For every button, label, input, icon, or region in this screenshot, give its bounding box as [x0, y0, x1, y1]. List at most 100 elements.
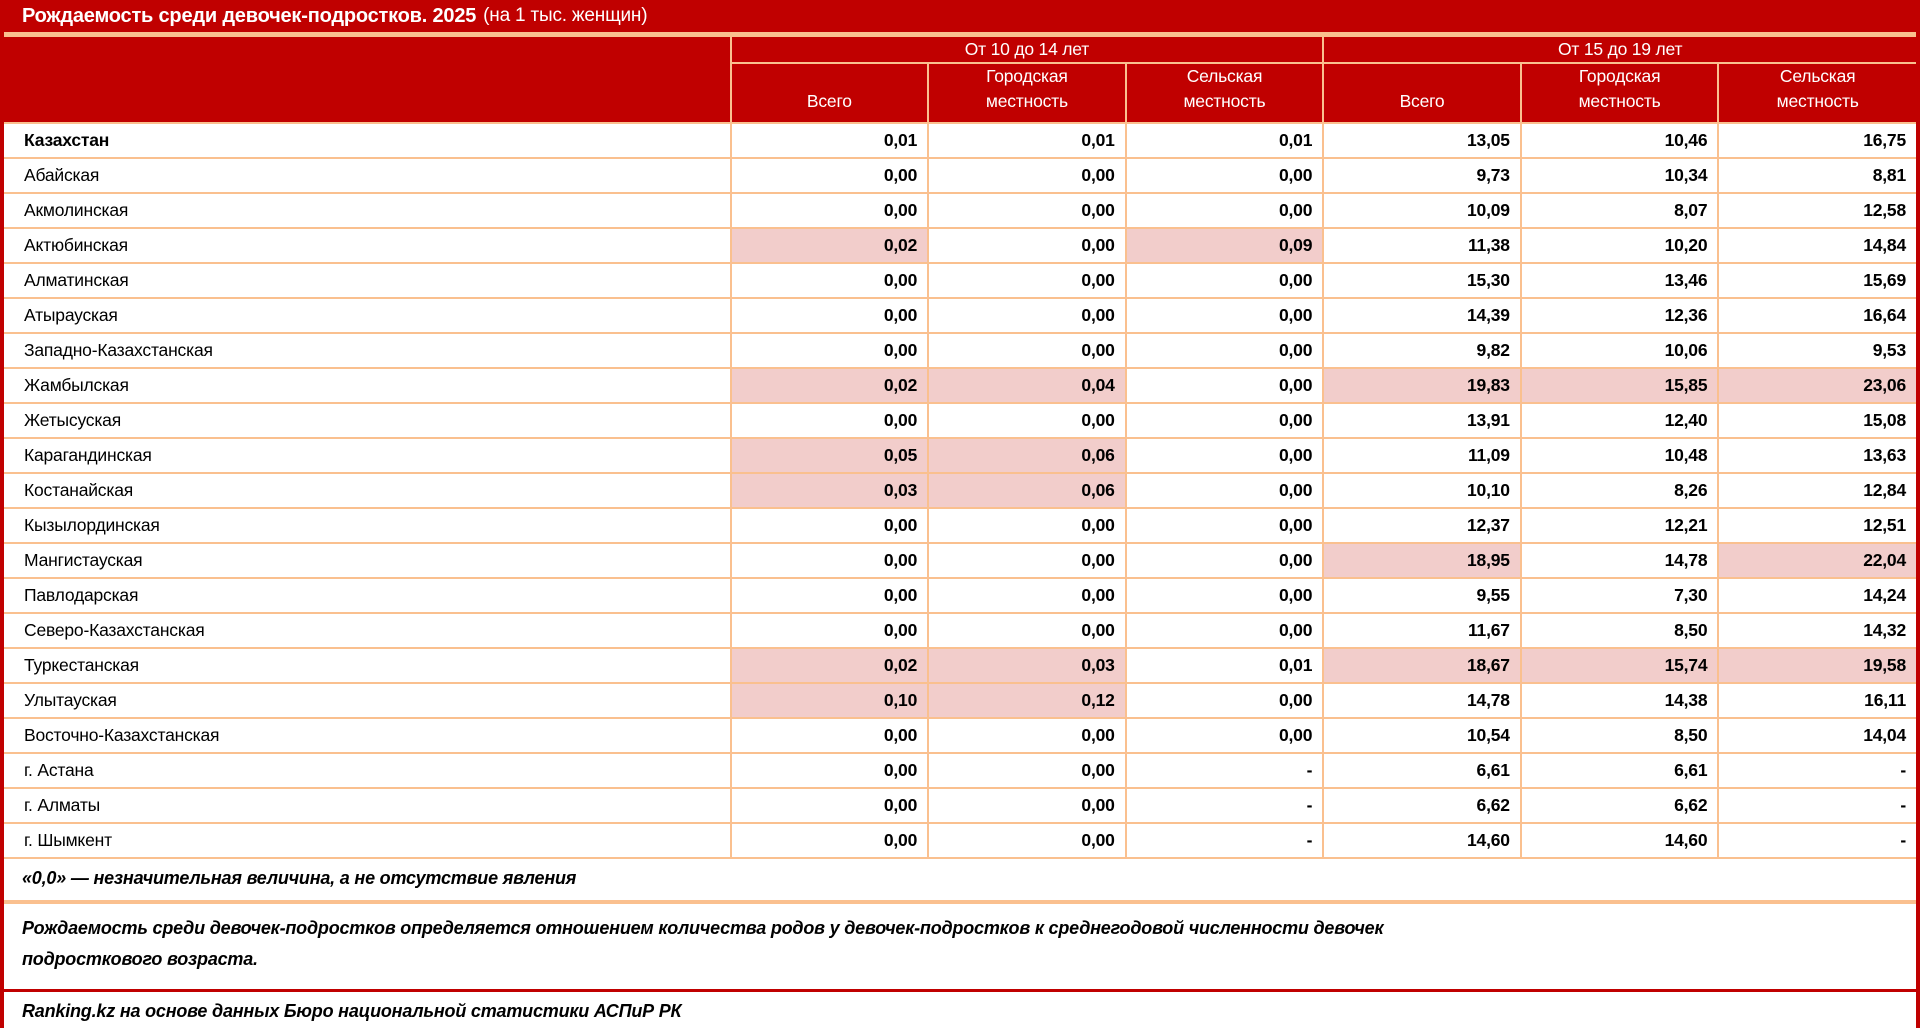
- value-cell: 10,20: [1519, 226, 1720, 264]
- value-cell: 0,09: [1124, 226, 1325, 264]
- value-cell: 0,03: [927, 646, 1127, 684]
- value-cell: 0,00: [927, 751, 1127, 789]
- value-cell: 0,12: [927, 681, 1127, 719]
- table-row: Мангистауская 0,00 0,00 0,00 18,95 14,78 22,04: [4, 541, 1916, 579]
- value-cell: 18,95: [1322, 541, 1522, 579]
- value-cell: 8,07: [1519, 191, 1720, 229]
- value-cell: 0,00: [729, 506, 930, 544]
- value-cell: 0,02: [729, 226, 930, 264]
- table-row: г. Алматы 0,00 0,00-6,62 6,62-: [4, 786, 1916, 824]
- table-row: Жетысуская 0,00 0,00 0,00 13,91 12,40 15,08: [4, 401, 1916, 439]
- region-name: Улытауская: [4, 681, 732, 719]
- value-cell: 13,91: [1322, 401, 1522, 439]
- value-cell: 19,83: [1322, 366, 1522, 404]
- value-cell: 0,00: [1124, 156, 1325, 194]
- region-name: Мангистауская: [4, 541, 732, 579]
- value-cell: 6,61: [1519, 751, 1720, 789]
- region-name: г. Шымкент: [4, 821, 732, 859]
- region-name: г. Алматы: [4, 786, 732, 824]
- value-cell: 0,00: [729, 331, 930, 369]
- value-cell: 10,46: [1519, 121, 1720, 159]
- table-row: Улытауская 0,10 0,12 0,00 14,78 14,38 16,11: [4, 681, 1916, 719]
- region-column-header: [4, 35, 732, 124]
- value-cell: 15,85: [1519, 366, 1720, 404]
- value-cell: 12,36: [1519, 296, 1720, 334]
- value-cell: 14,04: [1717, 716, 1916, 754]
- value-cell: 0,00: [927, 786, 1127, 824]
- table-row: г. Шымкент 0,00 0,00-14,60 14,60-: [4, 821, 1916, 859]
- value-cell: 0,00: [927, 401, 1127, 439]
- col-header-rural-15-19: Сельская местность: [1717, 62, 1916, 124]
- value-cell: 12,51: [1717, 506, 1916, 544]
- value-cell: 0,03: [729, 471, 930, 509]
- value-cell: -: [1717, 786, 1916, 824]
- value-cell: 14,39: [1322, 296, 1522, 334]
- value-cell: 15,74: [1519, 646, 1720, 684]
- value-cell: 0,00: [1124, 261, 1325, 299]
- col-header-urban-10-14: Городская местность: [927, 62, 1127, 124]
- col-header-total-10-14: Всего: [730, 62, 930, 124]
- footnote-divider-red: [4, 988, 1916, 992]
- value-cell: 0,00: [1124, 366, 1325, 404]
- value-cell: 10,10: [1322, 471, 1522, 509]
- region-name: Западно-Казахстанская: [4, 331, 732, 369]
- value-cell: 6,61: [1322, 751, 1522, 789]
- footnote-source: Ranking.kz на основе данных Бюро национа…: [4, 991, 1916, 1028]
- value-cell: -: [1124, 751, 1325, 789]
- value-cell: 0,00: [927, 226, 1127, 264]
- page-title: Рождаемость среди девочек-подростков. 20…: [22, 4, 477, 27]
- value-cell: 13,63: [1717, 436, 1916, 474]
- value-cell: 0,00: [927, 261, 1127, 299]
- value-cell: 0,00: [927, 541, 1127, 579]
- value-cell: 0,00: [927, 191, 1127, 229]
- value-cell: 15,30: [1322, 261, 1522, 299]
- page-title-suffix: (на 1 тыс. женщин): [483, 5, 648, 26]
- value-cell: 8,26: [1519, 471, 1720, 509]
- region-name: Акмолинская: [4, 191, 732, 229]
- value-cell: 0,00: [729, 261, 930, 299]
- value-cell: 0,05: [729, 436, 930, 474]
- value-cell: 11,67: [1322, 611, 1522, 649]
- birth-rate-table: От 10 до 14 лет От 15 до 19 лет Всего Го…: [4, 35, 1916, 859]
- value-cell: 14,32: [1717, 611, 1916, 649]
- age-group-10-14-header: От 10 до 14 лет: [729, 35, 1325, 64]
- table-row: Западно-Казахстанская 0,00 0,00 0,00 9,82 10,…: [4, 331, 1916, 369]
- value-cell: 0,00: [1124, 576, 1325, 614]
- value-cell: 18,67: [1322, 646, 1522, 684]
- region-name: Туркестанская: [4, 646, 732, 684]
- value-cell: 0,00: [927, 156, 1127, 194]
- col-header-total-15-19: Всего: [1322, 62, 1522, 124]
- value-cell: 15,69: [1717, 261, 1916, 299]
- value-cell: 19,58: [1717, 646, 1916, 684]
- value-cell: 0,00: [729, 821, 930, 859]
- value-cell: 0,00: [729, 296, 930, 334]
- footnote-zero-meaning: «0,0» — незначительная величина, а не от…: [4, 858, 1916, 900]
- value-cell: 14,60: [1519, 821, 1720, 859]
- value-cell: 9,73: [1322, 156, 1522, 194]
- value-cell: 0,00: [729, 191, 930, 229]
- value-cell: 0,02: [729, 646, 930, 684]
- value-cell: -: [1717, 821, 1916, 859]
- value-cell: 10,09: [1322, 191, 1522, 229]
- value-cell: 0,00: [729, 716, 930, 754]
- table-header: От 10 до 14 лет От 15 до 19 лет Всего Го…: [4, 35, 1916, 124]
- table-row: Карагандинская 0,05 0,06 0,00 11,09 10,48 13,6…: [4, 436, 1916, 474]
- region-name: Костанайская: [4, 471, 732, 509]
- value-cell: 11,09: [1322, 436, 1522, 474]
- value-cell: 0,00: [1124, 506, 1325, 544]
- region-name: Алматинская: [4, 261, 732, 299]
- value-cell: 13,05: [1322, 121, 1522, 159]
- region-name: Жетысуская: [4, 401, 732, 439]
- value-cell: 0,01: [1124, 646, 1325, 684]
- value-cell: 6,62: [1519, 786, 1720, 824]
- value-cell: 12,37: [1322, 506, 1522, 544]
- table-row: Акмолинская 0,00 0,00 0,00 10,09 8,07 12,58: [4, 191, 1916, 229]
- value-cell: 11,38: [1322, 226, 1522, 264]
- value-cell: 0,06: [927, 471, 1127, 509]
- value-cell: 0,00: [729, 541, 930, 579]
- region-name: Атырауская: [4, 296, 732, 334]
- col-header-urban-15-19: Городская местность: [1519, 62, 1720, 124]
- footnote-divider-peach: [4, 899, 1916, 904]
- value-cell: 0,00: [1124, 541, 1325, 579]
- value-cell: 0,00: [927, 331, 1127, 369]
